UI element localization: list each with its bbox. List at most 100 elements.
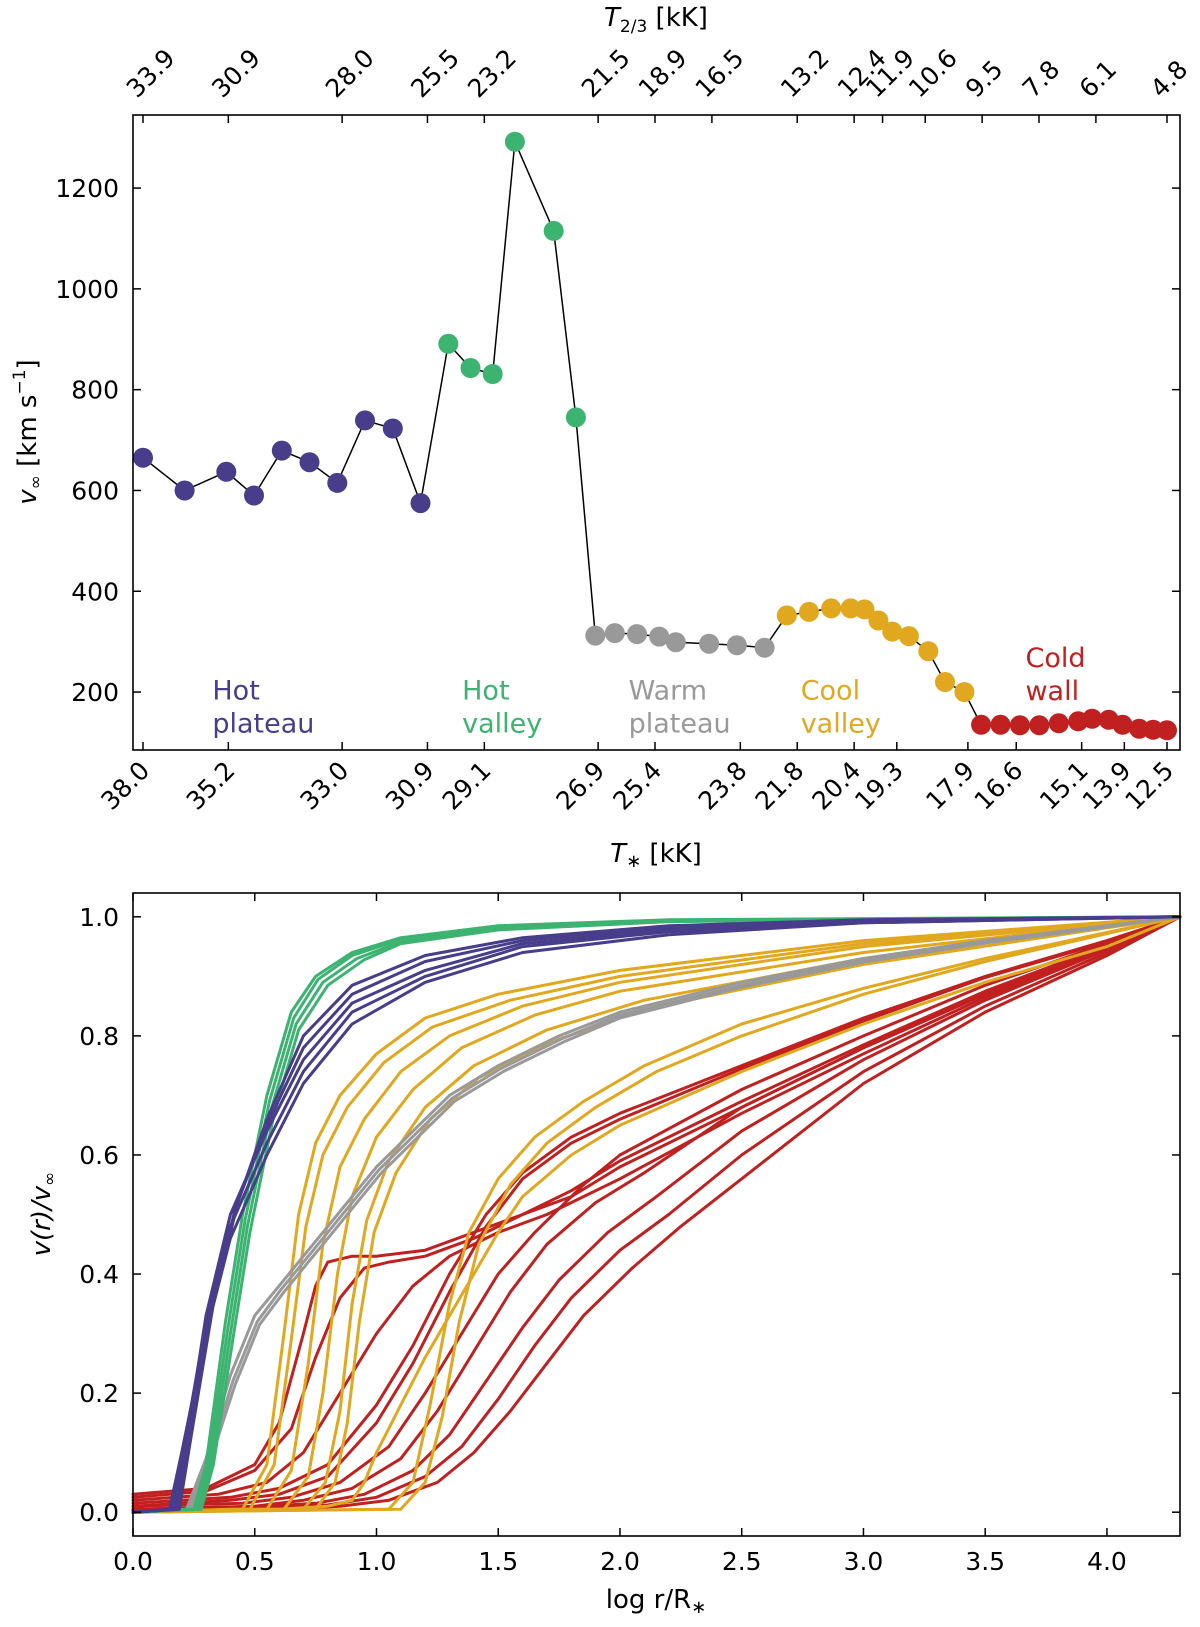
- curve-cool-valley-0: [131, 915, 1182, 1514]
- top-xtick-label-7: 23.8: [693, 756, 753, 816]
- bottom-xtick-label-5: 2.5: [722, 1547, 762, 1576]
- point-cold-wall-3: [1029, 715, 1050, 736]
- point-hot-valley-4: [543, 220, 564, 241]
- point-cool-valley-0: [776, 605, 797, 626]
- curve-cold-wall-9: [131, 915, 1182, 1512]
- top-x2tick-label-2: 28.0: [320, 43, 380, 103]
- region-label-cool-valley-line1: Cool: [801, 676, 860, 707]
- curve-cool-valley-7: [131, 915, 1182, 1514]
- curve-warm-plateau-2: [131, 915, 1182, 1514]
- top-xtick-label-5: 26.9: [550, 756, 610, 816]
- bottom-plot-area: [131, 915, 1182, 1514]
- bottom-xtick-label-0: 0.0: [113, 1547, 153, 1576]
- point-hot-valley-3: [504, 131, 525, 152]
- top-x2tick-label-1: 30.9: [206, 43, 266, 103]
- point-hot-plateau-3: [244, 485, 264, 506]
- point-cold-wall-8: [1112, 714, 1133, 735]
- top-x2tick-label-5: 21.5: [576, 43, 636, 103]
- bottom-axes-frame: [132, 892, 1181, 1537]
- top-xtick-label-15: 12.5: [1119, 756, 1179, 816]
- top-x2tick-label-11: 10.6: [903, 43, 963, 103]
- bottom-ytick-label-0: 0.0: [79, 1498, 119, 1527]
- point-cool-valley-10: [954, 682, 975, 702]
- point-hot-plateau-4: [271, 440, 292, 461]
- point-hot-plateau-2: [216, 461, 237, 482]
- top-xtick-label-11: 17.9: [920, 756, 980, 816]
- region-label-cold-wall-line1: Cold: [1025, 643, 1085, 674]
- top-xtick-label-4: 29.1: [437, 756, 497, 816]
- top-xlabel: T∗ [kK]: [610, 839, 702, 872]
- point-cold-wall-11: [1157, 720, 1177, 741]
- top-xtick-label-8: 21.8: [750, 756, 810, 816]
- point-cold-wall-2: [1009, 715, 1030, 736]
- point-cool-valley-2: [821, 598, 842, 619]
- bottom-xtick-label-8: 4.0: [1087, 1547, 1127, 1576]
- curve-hot-plateau-2: [131, 915, 1182, 1514]
- top-x2tick-label-6: 18.9: [633, 43, 693, 103]
- point-cold-wall-1: [990, 714, 1011, 735]
- top-ytick-label-1000: 1000: [55, 275, 119, 304]
- point-cool-valley-6: [882, 621, 903, 642]
- top-x2tick-label-12: 9.5: [960, 55, 1009, 104]
- bottom-xtick-label-2: 1.0: [357, 1547, 397, 1576]
- bottom-xtick-label-6: 3.0: [844, 1547, 884, 1576]
- top-axes-frame: [132, 114, 1181, 751]
- point-cool-valley-7: [898, 626, 919, 647]
- top-x2tick-label-7: 16.5: [690, 43, 750, 103]
- curve-cold-wall-2: [131, 915, 1182, 1502]
- bottom-ytick-label-4: 0.8: [79, 1022, 119, 1051]
- curve-cool-valley-1: [131, 915, 1182, 1514]
- point-cold-wall-6: [1082, 708, 1103, 729]
- point-cold-wall-4: [1048, 713, 1069, 734]
- curve-cool-valley-3: [131, 915, 1182, 1514]
- bottom-ytick-label-1: 0.2: [79, 1379, 119, 1408]
- top-region-labels: HotplateauHotvalleyWarmplateauCoolvalley…: [212, 643, 1085, 740]
- point-warm-plateau-7: [754, 637, 775, 658]
- top-ytick-label-1200: 1200: [55, 174, 119, 203]
- top-xtick-label-12: 16.6: [969, 756, 1029, 816]
- curve-hot-valley-3: [131, 915, 1182, 1514]
- point-warm-plateau-0: [585, 625, 606, 646]
- point-hot-plateau-7: [355, 410, 375, 431]
- bottom-ytick-label-5: 1.0: [79, 903, 119, 932]
- top-xtick-label-10: 19.3: [849, 756, 909, 816]
- point-hot-plateau-8: [382, 418, 403, 439]
- curve-cold-wall-1: [131, 915, 1182, 1499]
- curve-warm-plateau-1: [131, 915, 1182, 1514]
- point-hot-plateau-6: [327, 472, 348, 493]
- bottom-xtick-label-3: 1.5: [478, 1547, 518, 1576]
- point-warm-plateau-4: [665, 632, 686, 653]
- point-hot-valley-0: [438, 333, 459, 354]
- top-ylabel: v∞ [km s−1]: [10, 359, 46, 504]
- point-hot-plateau-9: [410, 493, 431, 514]
- top-xtick-label-6: 25.4: [607, 756, 667, 816]
- region-label-cold-wall-line2: wall: [1025, 676, 1079, 707]
- curve-cold-wall-7: [131, 915, 1182, 1511]
- point-warm-plateau-2: [627, 624, 647, 645]
- top-xtick-label-2: 33.0: [294, 756, 354, 816]
- bottom-ticks: 0.0 0.5 1.0 1.5 2.0 2.5 3.0 3.5 4.0 0.0 0.2 0.4 0.6 0…: [79, 893, 1180, 1576]
- top-ytick-label-800: 800: [71, 376, 119, 405]
- point-cool-valley-4: [854, 599, 875, 620]
- top-x2tick-label-8: 13.2: [775, 43, 835, 103]
- curve-cold-wall-5: [131, 915, 1182, 1508]
- point-cool-valley-5: [868, 610, 889, 631]
- top-x2tick-label-3: 25.5: [405, 43, 465, 103]
- region-label-warm-plateau-line2: plateau: [629, 709, 731, 740]
- curve-warm-plateau-0: [131, 915, 1182, 1514]
- point-hot-plateau-5: [299, 452, 320, 473]
- bottom-ytick-label-3: 0.6: [79, 1141, 119, 1170]
- region-label-cool-valley-line2: valley: [801, 709, 881, 740]
- top-x2tick-label-15: 4.8: [1145, 55, 1194, 104]
- curve-cool-valley-8: [131, 915, 1182, 1514]
- bottom-ylabel: v(r)/v∞: [27, 1172, 60, 1257]
- top-ytick-label-600: 600: [71, 476, 119, 505]
- region-label-hot-plateau-line1: Hot: [212, 676, 259, 707]
- top-ytick-label-400: 400: [71, 577, 119, 606]
- point-hot-valley-1: [460, 358, 481, 378]
- top-xtick-label-3: 30.9: [380, 756, 440, 816]
- bottom-ytick-label-2: 0.4: [79, 1260, 119, 1289]
- region-label-hot-valley-line2: valley: [462, 709, 542, 740]
